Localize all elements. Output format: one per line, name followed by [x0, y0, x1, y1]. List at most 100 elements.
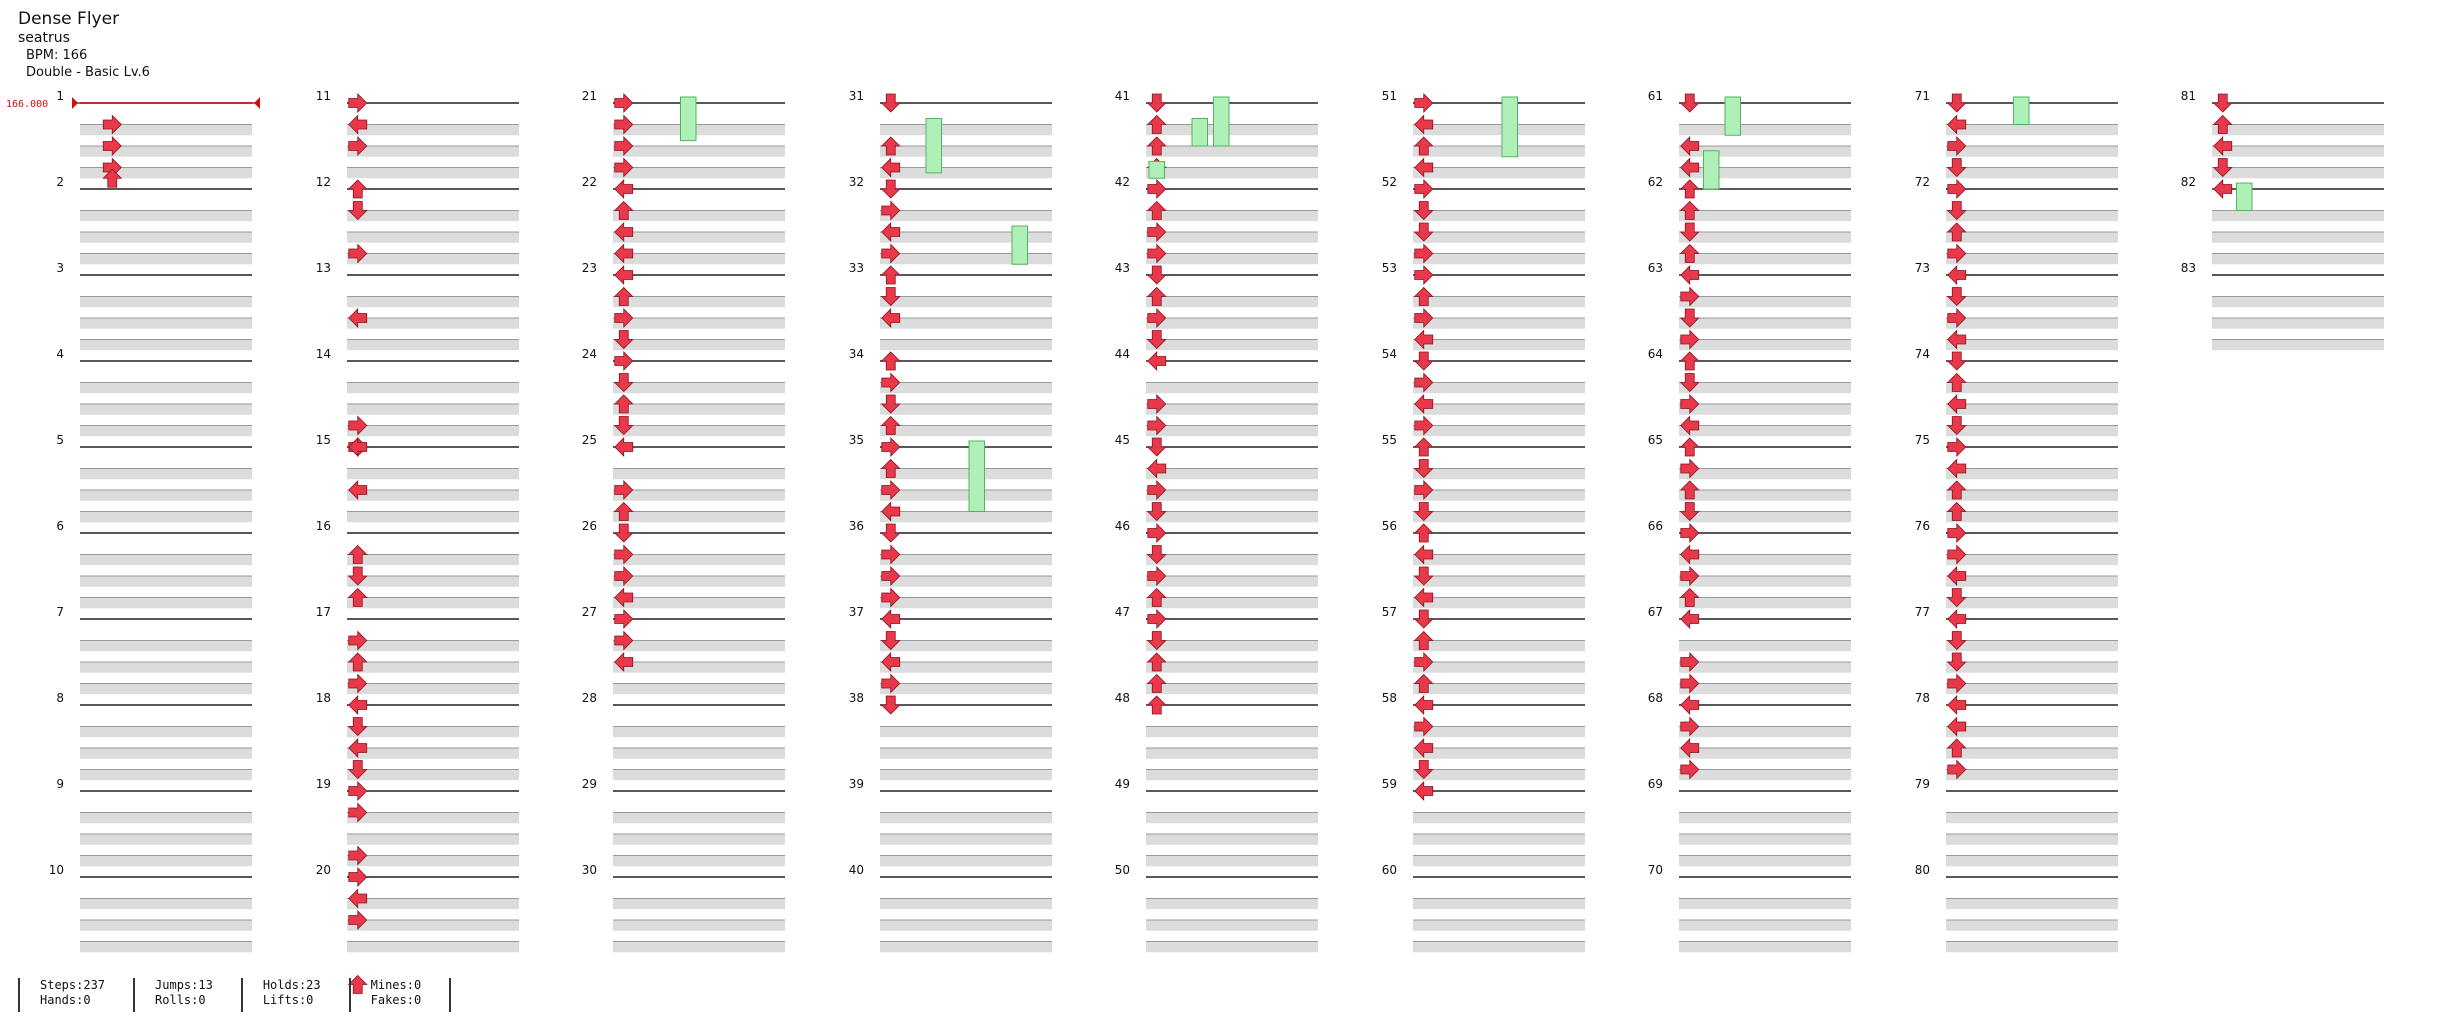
- step-arrow-icon: [1947, 759, 1967, 780]
- beat-row: [1146, 554, 1318, 566]
- step-arrow-icon: [1413, 502, 1434, 522]
- beat-row: [880, 382, 1052, 394]
- beat-row: [1946, 103, 2118, 114]
- step-arrow-icon: [1679, 373, 1700, 393]
- step-arrow-icon: [1146, 200, 1167, 220]
- beat-row: [2212, 167, 2384, 179]
- beat-row: [613, 511, 785, 523]
- measure-number: 26: [582, 519, 597, 533]
- measure-number: 46: [1115, 519, 1130, 533]
- step-arrow-icon: [1147, 351, 1167, 371]
- beat-row: [2212, 253, 2384, 265]
- stat-holds: Holds:23: [262, 978, 321, 992]
- beat-row: [613, 812, 785, 824]
- step-arrow-icon: [1147, 222, 1167, 242]
- beat-row: [80, 748, 252, 759]
- beat-row: [613, 490, 785, 501]
- measure-number: 51: [1382, 89, 1397, 103]
- step-arrow-icon: [348, 308, 368, 328]
- step-arrow-icon: [1413, 459, 1434, 479]
- beat-row: [80, 382, 252, 394]
- beat-row: [613, 576, 785, 587]
- beat-row: [80, 920, 252, 931]
- beat-row: [1146, 941, 1318, 953]
- beat-row: [1679, 920, 1851, 931]
- measure-number: 15: [316, 433, 331, 447]
- beat-row: [2212, 103, 2384, 114]
- beat-row: [613, 275, 785, 286]
- beat-row: [80, 576, 252, 587]
- beat-row: [880, 705, 1052, 716]
- beat-row: [1946, 167, 2118, 179]
- beat-row: [80, 511, 252, 523]
- measure-number: 83: [2181, 261, 2196, 275]
- beat-row: [880, 877, 1052, 888]
- beat-row: [2212, 296, 2384, 308]
- beat-row: [1146, 619, 1318, 630]
- beat-row: [1679, 275, 1851, 286]
- stat-hands: Hands:0: [40, 993, 91, 1007]
- measure-number: 39: [849, 777, 864, 791]
- beat-row: [880, 339, 1052, 351]
- step-arrow-icon: [348, 738, 368, 758]
- beat-row: [1679, 726, 1851, 738]
- beat-row: [1946, 210, 2118, 222]
- measure-column-6: 51 52 53 54 55 56 57 58 59 60: [1382, 89, 1585, 953]
- beat-row: [80, 253, 252, 265]
- step-arrow-icon: [1680, 394, 1700, 414]
- step-arrow-icon: [881, 437, 901, 457]
- step-arrow-icon: [614, 566, 634, 586]
- beat-row: [80, 146, 252, 157]
- step-arrow-icon: [1679, 587, 1700, 607]
- measure-number: 63: [1648, 261, 1663, 275]
- beat-row: [1413, 533, 1585, 544]
- step-arrow-icon: [102, 136, 122, 156]
- step-arrow-icon: [1414, 738, 1434, 758]
- beat-row: [1679, 554, 1851, 566]
- beat-row: [880, 920, 1052, 931]
- step-arrow-icon: [881, 480, 901, 500]
- step-arrow-icon: [880, 631, 901, 651]
- beat-row: [347, 791, 519, 802]
- measure-number: 4: [56, 347, 64, 361]
- beat-row: [613, 253, 785, 265]
- beat-row: [347, 662, 519, 673]
- beat-row: [1679, 490, 1851, 501]
- step-arrow-icon: [614, 222, 634, 242]
- measure-number: 58: [1382, 691, 1397, 705]
- beat-row: [1146, 511, 1318, 523]
- step-arrow-icon: [1947, 673, 1967, 694]
- hold-bar: [1501, 96, 1518, 158]
- hold-bar: [925, 118, 942, 174]
- stat-jumps: Jumps:13: [155, 978, 213, 992]
- measure-number: 21: [582, 89, 597, 103]
- measure-number: 54: [1382, 347, 1397, 361]
- beat-row: [880, 490, 1052, 501]
- step-arrow-icon: [1414, 157, 1434, 178]
- beat-row: [880, 726, 1052, 738]
- step-arrow-icon: [1147, 523, 1167, 543]
- beat-row: [1946, 554, 2118, 566]
- beat-row: [1146, 576, 1318, 587]
- beat-row: [2212, 146, 2384, 157]
- bpm-marker: 166.000: [6, 99, 48, 110]
- beat-row: [1946, 425, 2118, 437]
- step-arrow-icon: [347, 587, 368, 607]
- beat-row: [613, 619, 785, 630]
- beat-row: [613, 597, 785, 609]
- beat-row: [347, 103, 519, 114]
- step-arrow-icon: [1947, 136, 1967, 156]
- beat-row: [880, 425, 1052, 437]
- beat-row: [613, 339, 785, 351]
- beat-row: [80, 769, 252, 781]
- beat-row: [1413, 404, 1585, 415]
- step-arrow-icon: [614, 93, 634, 113]
- beat-row: [1946, 812, 2118, 824]
- measure-column-4: 31 32 33 34 35 36 37 38 39 40: [849, 89, 1052, 953]
- step-arrow-icon: [1147, 179, 1167, 199]
- beat-row: [1146, 490, 1318, 501]
- beat-row: [1679, 339, 1851, 351]
- beat-row: [80, 103, 252, 114]
- beat-row: [347, 812, 519, 824]
- measure-column-7: 61 62 63 64 65 66 67 68 69 70: [1648, 89, 1851, 953]
